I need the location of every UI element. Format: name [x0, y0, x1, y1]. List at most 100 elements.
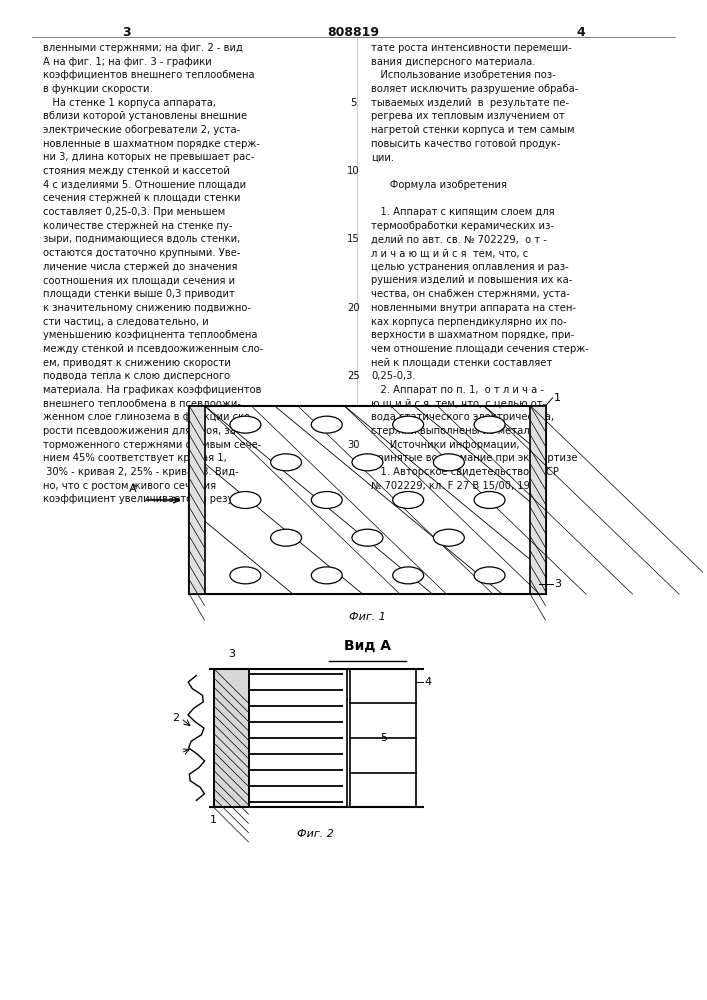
Text: целью устранения оплавления и раз-: целью устранения оплавления и раз-: [371, 262, 568, 272]
Text: 1. Авторское свидетельство СССР: 1. Авторское свидетельство СССР: [371, 467, 559, 477]
Text: 5: 5: [380, 733, 387, 743]
Text: составляет 0,25-0,3. При меньшем: составляет 0,25-0,3. При меньшем: [42, 207, 225, 217]
Text: вания дисперсного материала.: вания дисперсного материала.: [371, 57, 535, 67]
Text: 15: 15: [347, 234, 360, 244]
Text: личение числа стержей до значения: личение числа стержей до значения: [42, 262, 237, 272]
Text: л и ч а ю щ и й с я  тем, что, с: л и ч а ю щ и й с я тем, что, с: [371, 248, 528, 258]
Text: нагретой стенки корпуса и тем самым: нагретой стенки корпуса и тем самым: [371, 125, 575, 135]
Text: количестве стержней на стенке пу-: количестве стержней на стенке пу-: [42, 221, 232, 231]
Ellipse shape: [230, 567, 261, 584]
Text: 30% - кривая 2, 25% - кривая 3. Вид-: 30% - кривая 2, 25% - кривая 3. Вид-: [42, 467, 238, 477]
Ellipse shape: [271, 529, 302, 546]
Text: 0,25-0,3.: 0,25-0,3.: [371, 371, 416, 381]
Text: ю щ и й с я  тем, что, с целью от-: ю щ и й с я тем, что, с целью от-: [371, 399, 547, 409]
Text: 10: 10: [347, 166, 360, 176]
Text: термообработки керамических из-: термообработки керамических из-: [371, 221, 554, 231]
Text: новленными внутри аппарата на стен-: новленными внутри аппарата на стен-: [371, 303, 576, 313]
Text: чем отношение площади сечения стерж-: чем отношение площади сечения стерж-: [371, 344, 589, 354]
Text: женном слое глинозема в функции ско-: женном слое глинозема в функции ско-: [42, 412, 253, 422]
Ellipse shape: [352, 454, 383, 471]
Ellipse shape: [311, 416, 342, 433]
Text: сти частиц, а следовательно, и: сти частиц, а следовательно, и: [42, 317, 209, 327]
Text: электрические обогреватели 2, уста-: электрические обогреватели 2, уста-: [42, 125, 240, 135]
Ellipse shape: [392, 567, 423, 584]
Text: ней к площади стенки составляет: ней к площади стенки составляет: [371, 358, 552, 368]
Text: коэффициентов внешнего теплообмена: коэффициентов внешнего теплообмена: [42, 70, 255, 80]
Bar: [530, 406, 546, 594]
Text: На стенке 1 корпуса аппарата,: На стенке 1 корпуса аппарата,: [42, 98, 216, 108]
Text: 3: 3: [554, 579, 561, 589]
Text: 5: 5: [350, 98, 357, 108]
Text: принятые во внимание при экспертизе: принятые во внимание при экспертизе: [371, 453, 578, 463]
Ellipse shape: [433, 529, 464, 546]
Text: 808819: 808819: [327, 26, 380, 39]
Text: 3: 3: [122, 26, 131, 39]
Text: тываемых изделий  в  результате пе-: тываемых изделий в результате пе-: [371, 98, 569, 108]
Text: Использование изобретения поз-: Использование изобретения поз-: [371, 70, 556, 80]
Bar: [189, 406, 205, 594]
Ellipse shape: [230, 416, 261, 433]
Ellipse shape: [474, 416, 505, 433]
Text: Фиг. 1: Фиг. 1: [349, 612, 386, 622]
Text: вленными стержнями; на фиг. 2 - вид: вленными стержнями; на фиг. 2 - вид: [42, 43, 243, 53]
Ellipse shape: [271, 454, 302, 471]
Text: Фиг. 2: Фиг. 2: [297, 829, 334, 839]
Text: 1: 1: [210, 815, 217, 825]
Ellipse shape: [474, 492, 505, 508]
Text: A: A: [129, 484, 137, 494]
Ellipse shape: [311, 567, 342, 584]
Text: нием 45% соответствует кривая 1,: нием 45% соответствует кривая 1,: [42, 453, 226, 463]
Text: 1: 1: [554, 393, 561, 403]
Text: 2. Аппарат по п. 1,  о т л и ч а -: 2. Аппарат по п. 1, о т л и ч а -: [371, 385, 544, 395]
Text: внешнего теплообмена в псевдоожи-: внешнего теплообмена в псевдоожи-: [42, 399, 240, 409]
Ellipse shape: [474, 567, 505, 584]
Bar: [189, 406, 205, 594]
Text: подвода тепла к слою дисперсного: подвода тепла к слою дисперсного: [42, 371, 230, 381]
Text: 1. Аппарат с кипящим слоем для: 1. Аппарат с кипящим слоем для: [371, 207, 554, 217]
Text: верхности в шахматном порядке, при-: верхности в шахматном порядке, при-: [371, 330, 574, 340]
Text: уменьшению коэфицнента теплообмена: уменьшению коэфицнента теплообмена: [42, 330, 257, 340]
Text: стояния между стенкой и кассетой: стояния между стенкой и кассетой: [42, 166, 230, 176]
Bar: [214, 669, 249, 807]
Text: повысить качество готовой продук-: повысить качество готовой продук-: [371, 139, 561, 149]
Text: 30: 30: [347, 440, 360, 450]
Bar: [530, 406, 546, 594]
Text: чества, он снабжен стержнями, уста-: чества, он снабжен стержнями, уста-: [371, 289, 570, 299]
Ellipse shape: [392, 492, 423, 508]
Text: новленные в шахматном порядке стерж-: новленные в шахматном порядке стерж-: [42, 139, 259, 149]
Text: остаются достаточно крупными. Уве-: остаются достаточно крупными. Уве-: [42, 248, 240, 258]
Text: ни 3, длина которых не превышает рас-: ни 3, длина которых не превышает рас-: [42, 152, 254, 162]
Text: зыри, поднимающиеся вдоль стенки,: зыри, поднимающиеся вдоль стенки,: [42, 234, 240, 244]
Text: Вид А: Вид А: [344, 639, 391, 653]
Text: рушения изделий и повышения их ка-: рушения изделий и повышения их ка-: [371, 275, 573, 285]
Text: 4: 4: [425, 677, 432, 687]
Text: регрева их тепловым излучением от: регрева их тепловым излучением от: [371, 111, 565, 121]
Text: сечения стержней к площади стенки: сечения стержней к площади стенки: [42, 193, 240, 203]
Ellipse shape: [230, 492, 261, 508]
Text: 20: 20: [347, 303, 360, 313]
Text: 25: 25: [347, 371, 360, 381]
Bar: [189, 406, 546, 594]
Text: А на фиг. 1; на фиг. 3 - графики: А на фиг. 1; на фиг. 3 - графики: [42, 57, 211, 67]
Text: коэффициент увеличивается в резуль-: коэффициент увеличивается в резуль-: [42, 494, 249, 504]
Text: площади стенки выше 0,3 приводит: площади стенки выше 0,3 приводит: [42, 289, 235, 299]
Text: Формула изобретения: Формула изобретения: [371, 180, 507, 190]
Text: ках корпуса перпендикулярно их по-: ках корпуса перпендикулярно их по-: [371, 317, 566, 327]
Text: 4 с изделиями 5. Отношение площади: 4 с изделиями 5. Отношение площади: [42, 180, 246, 190]
Text: рости псевдоожижения для слоя, за-: рости псевдоожижения для слоя, за-: [42, 426, 239, 436]
Text: вблизи которой установлены внешние: вблизи которой установлены внешние: [42, 111, 247, 121]
Text: в функции скорости.: в функции скорости.: [42, 84, 152, 94]
Ellipse shape: [433, 454, 464, 471]
Text: Источники информации,: Источники информации,: [371, 440, 520, 450]
Ellipse shape: [311, 492, 342, 508]
Text: между стенкой и псевдоожиженным сло-: между стенкой и псевдоожиженным сло-: [42, 344, 263, 354]
Bar: [214, 669, 249, 807]
Text: торможенного стержнями с живым сече-: торможенного стержнями с живым сече-: [42, 440, 261, 450]
Text: делий по авт. св. № 702229,  о т -: делий по авт. св. № 702229, о т -: [371, 234, 547, 244]
Text: ем, приводят к снижению скорости: ем, приводят к снижению скорости: [42, 358, 230, 368]
Text: тате роста интенсивности перемеши-: тате роста интенсивности перемеши-: [371, 43, 572, 53]
Text: стержни выполнены из металла.: стержни выполнены из металла.: [371, 426, 545, 436]
Text: № 702229, кл. F 27 В 15/00, 1977.: № 702229, кл. F 27 В 15/00, 1977.: [371, 481, 546, 491]
Ellipse shape: [392, 416, 423, 433]
Text: ции.: ции.: [371, 152, 394, 162]
